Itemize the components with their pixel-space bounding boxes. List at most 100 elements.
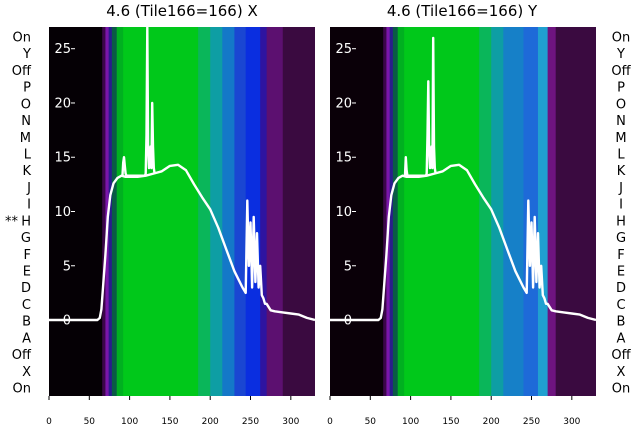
- row-label: On: [612, 31, 630, 46]
- row-label: C: [22, 298, 31, 313]
- x-tick-label: 300: [563, 417, 580, 427]
- row-label: D: [21, 281, 31, 296]
- spectrum-band: [383, 27, 387, 396]
- spectrum-band: [404, 27, 480, 396]
- spectrum-band: [49, 27, 103, 396]
- spectrum-band: [260, 27, 268, 396]
- x-tick-label: 150: [161, 417, 178, 427]
- row-label: M: [20, 131, 31, 146]
- spectrum-band: [234, 27, 247, 396]
- row-label: Y: [22, 47, 31, 62]
- row-label: A: [22, 331, 31, 346]
- x-tick-label: 100: [121, 417, 138, 427]
- row-label: B: [617, 315, 626, 330]
- row-label: O: [21, 97, 31, 112]
- spectrum-band: [266, 27, 284, 396]
- row-label: G: [21, 231, 31, 246]
- row-label: P: [23, 81, 31, 96]
- spectrum-band: [210, 27, 223, 396]
- y-tick-label: 0: [344, 314, 352, 329]
- row-label: I: [619, 198, 623, 213]
- row-label: H: [616, 214, 626, 229]
- row-label: On: [612, 382, 630, 397]
- spectrum-band: [282, 27, 315, 396]
- spectrum-band: [397, 27, 405, 396]
- series-line: [49, 163, 315, 322]
- row-label: F: [24, 248, 31, 263]
- row-label: E: [617, 265, 625, 280]
- y-tick-label: 10: [335, 205, 352, 220]
- spectrum-band: [547, 27, 557, 396]
- x-tick-label: 100: [402, 417, 419, 427]
- row-label: L: [617, 148, 625, 163]
- y-tick-label: 20: [335, 96, 352, 111]
- row-label: L: [24, 148, 32, 163]
- row-label: J: [618, 181, 623, 196]
- y-tick-label: 5: [63, 259, 71, 274]
- row-label: On: [13, 382, 31, 397]
- row-label: J: [26, 181, 31, 196]
- spectrum-band: [111, 27, 118, 396]
- row-marker: **: [5, 214, 19, 229]
- row-label: D: [616, 281, 626, 296]
- y-tick-label: 10: [54, 205, 71, 220]
- spectrum-band: [108, 27, 113, 396]
- row-label: X: [22, 365, 31, 380]
- spectrum-band: [479, 27, 492, 396]
- spectrum-band: [222, 27, 235, 396]
- row-label: I: [27, 198, 31, 213]
- x-tick-label: 0: [327, 417, 333, 427]
- row-label: H: [21, 214, 31, 229]
- plot-area: [330, 27, 596, 396]
- x-tick-label: 150: [442, 417, 459, 427]
- y-tick-label: 15: [54, 151, 71, 166]
- plot-area: [49, 27, 315, 396]
- x-tick-label: 300: [282, 417, 299, 427]
- y-tick-label: 15: [335, 151, 352, 166]
- row-label: G: [616, 231, 626, 246]
- row-label: A: [617, 331, 626, 346]
- spectrum-band: [245, 27, 261, 396]
- spectrum-band: [503, 27, 524, 396]
- series-line: [403, 36, 437, 177]
- x-tick-label: 50: [365, 417, 377, 427]
- spectrum-band: [537, 27, 549, 396]
- row-label: N: [21, 114, 31, 129]
- row-label: Off: [611, 348, 631, 363]
- spectrum-band: [523, 27, 539, 396]
- row-label: E: [23, 265, 31, 280]
- row-label: K: [22, 164, 31, 179]
- spectrum-band: [198, 27, 211, 396]
- spectrum-band: [491, 27, 504, 396]
- x-tick-label: 250: [242, 417, 259, 427]
- x-tick-label: 0: [46, 417, 52, 427]
- spectrum-band: [555, 27, 596, 396]
- row-label: N: [616, 114, 626, 129]
- row-label: O: [616, 97, 626, 112]
- row-label: F: [617, 248, 624, 263]
- x-tick-label: 50: [84, 417, 96, 427]
- panel-title: 4.6 (Tile166=166) Y: [387, 2, 538, 20]
- row-label: Off: [12, 348, 32, 363]
- spectrum-band: [102, 27, 106, 396]
- x-tick-label: 200: [483, 417, 500, 427]
- y-tick-label: 0: [63, 314, 71, 329]
- row-label: M: [615, 131, 626, 146]
- spectrum-band: [389, 27, 394, 396]
- row-label: X: [617, 365, 626, 380]
- row-label: Y: [616, 47, 625, 62]
- spectrum-band: [392, 27, 399, 396]
- x-tick-label: 250: [523, 417, 540, 427]
- x-tick-label: 200: [202, 417, 219, 427]
- spectrum-band: [123, 27, 199, 396]
- row-label: C: [616, 298, 625, 313]
- y-tick-label: 25: [335, 42, 352, 57]
- row-label: Off: [12, 64, 32, 79]
- y-tick-label: 20: [54, 96, 71, 111]
- row-label: On: [13, 31, 31, 46]
- row-label: K: [617, 164, 626, 179]
- series-line: [330, 163, 596, 322]
